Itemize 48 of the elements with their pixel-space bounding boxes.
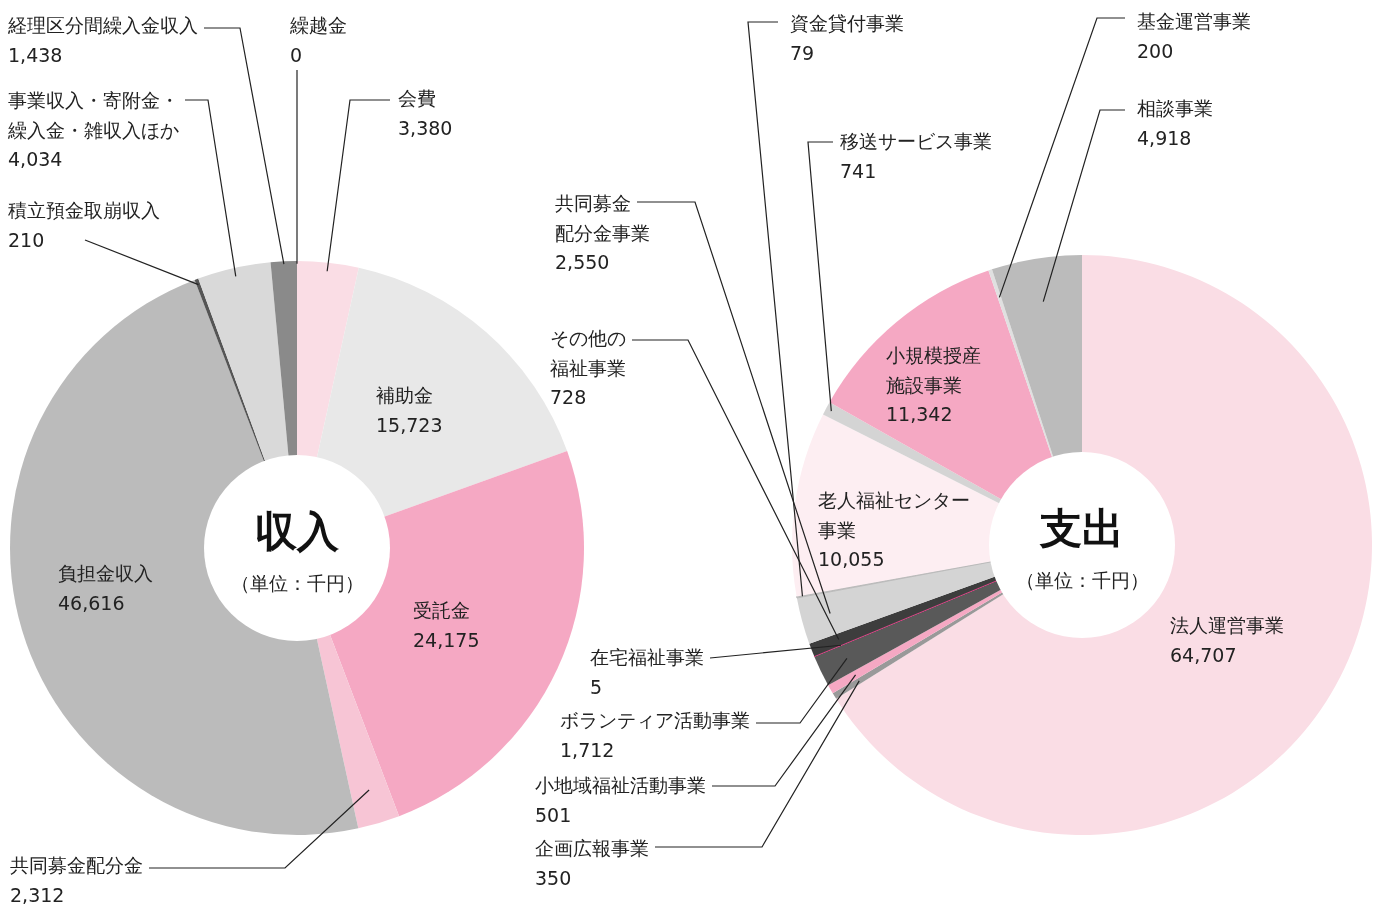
slice-label: 小規模授産施設事業 bbox=[886, 344, 981, 396]
data-label: 501 bbox=[535, 803, 572, 826]
data-label: 2,550 bbox=[555, 251, 610, 273]
slice-label: 法人運営事業 bbox=[1170, 614, 1284, 636]
slice-label: 基金運営事業 bbox=[1137, 10, 1251, 32]
slice-label: 補助金 bbox=[376, 384, 433, 406]
data-label: 741 bbox=[840, 159, 877, 182]
text: 0 bbox=[290, 43, 303, 66]
data-label: 79 bbox=[790, 41, 815, 64]
data-label: 2,312 bbox=[10, 883, 65, 904]
data-label: 4,918 bbox=[1137, 126, 1192, 149]
slice-label: 経理区分間繰入金収入 bbox=[7, 14, 198, 36]
slice-label: 資金貸付事業 bbox=[790, 12, 904, 34]
data-label: 15,723 bbox=[376, 413, 443, 436]
slice-label: 負担金収入 bbox=[58, 562, 153, 584]
data-label: 4,034 bbox=[8, 148, 63, 170]
data-label: 210 bbox=[8, 228, 45, 251]
slice-label: 企画広報事業 bbox=[535, 837, 649, 859]
slice-label: 事業収入・寄附金・繰入金・雑収入ほか bbox=[7, 89, 179, 141]
data-label: 200 bbox=[1137, 39, 1174, 62]
slice-label: 共同募金配分金事業 bbox=[555, 192, 650, 244]
data-label: 46,616 bbox=[58, 591, 125, 614]
text: （単位：千円） bbox=[1015, 569, 1149, 591]
data-label: 1,438 bbox=[8, 43, 63, 66]
slice-label: 会費 bbox=[398, 87, 436, 109]
data-label: 1,712 bbox=[560, 738, 615, 761]
slice-label: 老人福祉センター事業 bbox=[818, 489, 970, 541]
text: 支出 bbox=[1039, 504, 1124, 553]
data-label: 24,175 bbox=[413, 628, 480, 651]
data-label: 11,342 bbox=[886, 403, 953, 425]
slice-label: 相談事業 bbox=[1137, 97, 1213, 119]
text: 収入 bbox=[255, 507, 340, 556]
data-label: 5 bbox=[590, 675, 603, 698]
slice-label: その他の福祉事業 bbox=[550, 327, 626, 379]
slice-label: 共同募金配分金 bbox=[10, 854, 143, 876]
data-label: 64,707 bbox=[1170, 643, 1237, 666]
data-label: 10,055 bbox=[818, 548, 885, 570]
slice-label: 受託金 bbox=[413, 599, 470, 621]
slice-label: 在宅福祉事業 bbox=[590, 646, 704, 668]
text: （単位：千円） bbox=[230, 572, 364, 594]
slice-label: ボランティア活動事業 bbox=[560, 709, 750, 731]
data-label: 350 bbox=[535, 866, 572, 889]
slice-label: 積立預金取崩収入 bbox=[8, 199, 160, 221]
slice-label: 小地域福祉活動事業 bbox=[535, 774, 706, 796]
data-label: 3,380 bbox=[398, 116, 453, 139]
slice-label: 移送サービス事業 bbox=[840, 130, 992, 152]
category-label: 繰越金 bbox=[290, 14, 347, 36]
data-label: 728 bbox=[550, 386, 587, 408]
